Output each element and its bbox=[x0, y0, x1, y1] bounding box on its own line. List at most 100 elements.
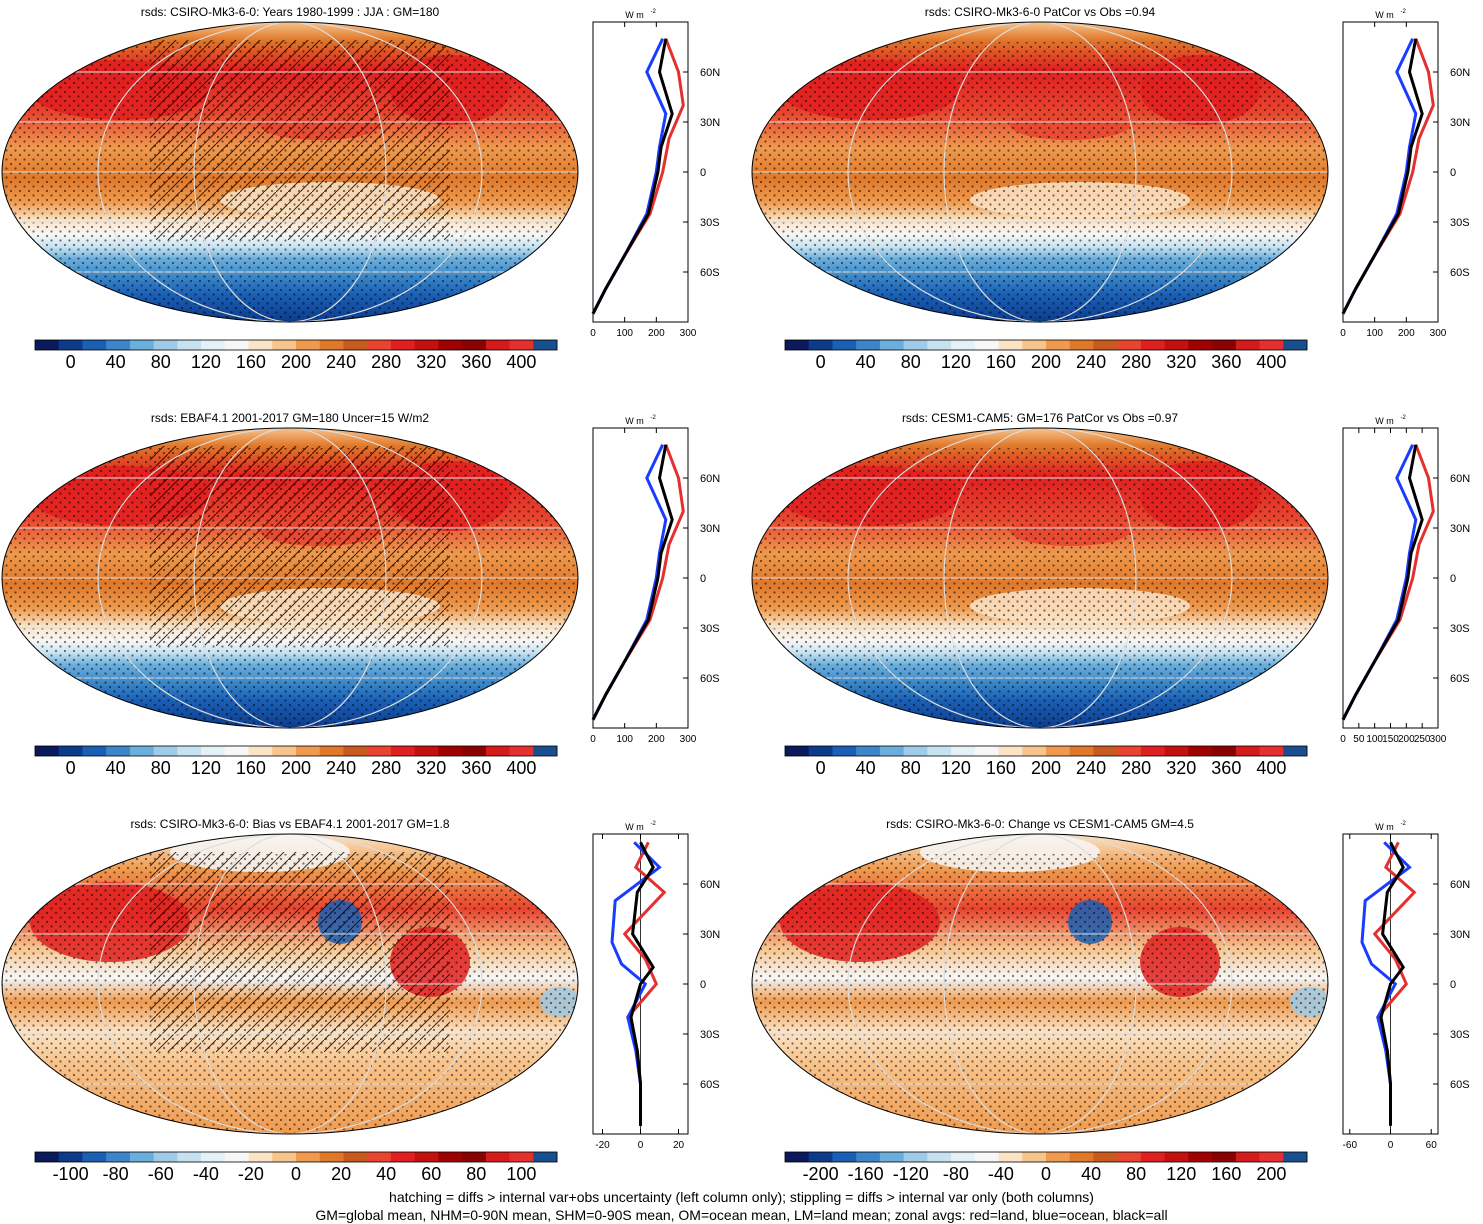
colorbar-frame bbox=[784, 1151, 1308, 1163]
profile-xtick-label: 300 bbox=[680, 328, 697, 339]
colorbar-label: 320 bbox=[416, 352, 446, 372]
colorbar-swatch bbox=[129, 340, 155, 350]
colorbar-swatch bbox=[177, 1152, 202, 1162]
colorbar-swatch bbox=[856, 746, 881, 756]
colorbar-swatch bbox=[1283, 746, 1308, 756]
profile-xtick-label: 50 bbox=[1353, 734, 1365, 745]
colorbar-swatch bbox=[533, 746, 558, 756]
graticule-meridian bbox=[943, 22, 1137, 322]
stippling bbox=[752, 448, 1328, 728]
colorbar-swatch bbox=[1117, 1152, 1142, 1162]
colorbar-swatch bbox=[106, 1152, 131, 1162]
colorbar-swatch bbox=[414, 746, 439, 756]
colorbar-label: 280 bbox=[371, 352, 401, 372]
colorbar-label: -80 bbox=[943, 1164, 969, 1184]
profile-line-all bbox=[591, 444, 674, 721]
colorbar-swatch bbox=[414, 1152, 439, 1162]
colorbar-swatch bbox=[367, 1152, 392, 1162]
colorbar-swatch bbox=[974, 1152, 1000, 1162]
panel-3: rsds: EBAF4.1 2001-2017 GM=180 Uncer=15 … bbox=[1, 411, 720, 778]
colorbar-label: 200 bbox=[281, 758, 311, 778]
footer-line-1: hatching = diffs > internal var+obs unce… bbox=[389, 1189, 1094, 1205]
colorbar-swatch bbox=[1164, 340, 1189, 350]
colorbar-label: 200 bbox=[281, 352, 311, 372]
colorbar-swatch bbox=[462, 746, 487, 756]
colorbar-swatch bbox=[1212, 1152, 1237, 1162]
colorbar-swatch bbox=[224, 340, 250, 350]
colorbar-label: 280 bbox=[371, 758, 401, 778]
colorbar-frame bbox=[784, 745, 1308, 757]
colorbar-swatch bbox=[903, 340, 928, 350]
colorbar-label: 80 bbox=[151, 352, 171, 372]
colorbar-swatch bbox=[856, 340, 881, 350]
colorbar-swatch bbox=[1212, 340, 1237, 350]
colorbar-frame bbox=[34, 339, 558, 351]
colorbar-swatch bbox=[414, 340, 439, 350]
profile-xtick-label: 200 bbox=[648, 734, 665, 745]
hatching bbox=[150, 446, 450, 646]
colorbar-swatch bbox=[438, 1152, 463, 1162]
profile-xtick-label: 0 bbox=[1340, 734, 1346, 745]
profile-lat-label: 60N bbox=[1450, 879, 1470, 891]
colorbar-swatch bbox=[272, 1152, 297, 1162]
panel-1: rsds: CSIRO-Mk3-6-0: Years 1980-1999 : J… bbox=[1, 5, 720, 372]
profile-xtick-label: 300 bbox=[1430, 328, 1447, 339]
colorbar-label: 360 bbox=[1211, 352, 1241, 372]
colorbar-swatch bbox=[856, 1152, 881, 1162]
panel-title: rsds: CSIRO-Mk3-6-0: Years 1980-1999 : J… bbox=[141, 5, 440, 19]
colorbar-swatch bbox=[35, 746, 60, 756]
colorbar-label: 200 bbox=[1031, 352, 1061, 372]
map-field bbox=[752, 22, 1328, 322]
map-field-blob bbox=[440, 22, 500, 50]
colorbar-swatch bbox=[82, 746, 107, 756]
profile-lat-label: 30N bbox=[700, 117, 720, 129]
colorbar-label: 240 bbox=[326, 352, 356, 372]
profile-lat-label: 0 bbox=[1450, 979, 1456, 991]
profile-xtick-label: 60 bbox=[1426, 1140, 1438, 1151]
colorbar-swatch bbox=[1212, 746, 1237, 756]
profile-lat-label: 60N bbox=[1450, 67, 1470, 79]
profile-lat-label: 30S bbox=[1450, 217, 1470, 229]
colorbar-swatch bbox=[248, 1152, 273, 1162]
colorbar-swatch bbox=[1093, 340, 1118, 350]
colorbar-label: 320 bbox=[416, 758, 446, 778]
colorbar-swatch bbox=[1188, 340, 1213, 350]
colorbar-swatch bbox=[106, 340, 131, 350]
stippling bbox=[752, 854, 1328, 1134]
graticule-meridian bbox=[943, 428, 1137, 728]
colorbar-swatch bbox=[533, 340, 558, 350]
colorbar-frame bbox=[784, 339, 1308, 351]
graticule-meridian bbox=[97, 834, 483, 1134]
colorbar-label: 160 bbox=[236, 352, 266, 372]
colorbar-swatch bbox=[390, 1152, 416, 1162]
colorbar-swatch bbox=[951, 340, 976, 350]
graticule-meridian bbox=[943, 834, 1137, 1134]
profile-lat-label: 0 bbox=[1450, 573, 1456, 585]
colorbar-swatch bbox=[998, 746, 1023, 756]
colorbar-label: -40 bbox=[193, 1164, 219, 1184]
panel-title: rsds: CSIRO-Mk3-6-0 PatCor vs Obs =0.94 bbox=[925, 5, 1156, 19]
colorbar-swatch bbox=[224, 1152, 250, 1162]
map-field bbox=[752, 428, 1328, 728]
colorbar-swatch bbox=[58, 746, 83, 756]
colorbar-label: 160 bbox=[986, 758, 1016, 778]
colorbar-swatch bbox=[974, 746, 1000, 756]
colorbar-label: -200 bbox=[803, 1164, 839, 1184]
colorbar-swatch bbox=[903, 1152, 928, 1162]
profile-lat-label: 0 bbox=[700, 167, 706, 179]
map-field-blob bbox=[1190, 428, 1250, 456]
footer-line-2: GM=global mean, NHM=0-90N mean, SHM=0-90… bbox=[315, 1207, 1168, 1223]
colorbar-swatch bbox=[319, 1152, 344, 1162]
colorbar-label: 400 bbox=[1256, 758, 1286, 778]
colorbar-swatch bbox=[438, 340, 463, 350]
profile-xtick-label: 200 bbox=[648, 328, 665, 339]
colorbar-swatch bbox=[343, 746, 368, 756]
profile-units: W m bbox=[625, 822, 644, 832]
map-field bbox=[2, 834, 578, 1134]
profile-line-all bbox=[591, 38, 674, 315]
colorbar-swatch bbox=[1046, 1152, 1071, 1162]
colorbar-swatch bbox=[462, 340, 487, 350]
colorbar-label: 0 bbox=[291, 1164, 301, 1184]
colorbar-swatch bbox=[438, 746, 463, 756]
profile-xtick-label: 250 bbox=[1414, 734, 1431, 745]
